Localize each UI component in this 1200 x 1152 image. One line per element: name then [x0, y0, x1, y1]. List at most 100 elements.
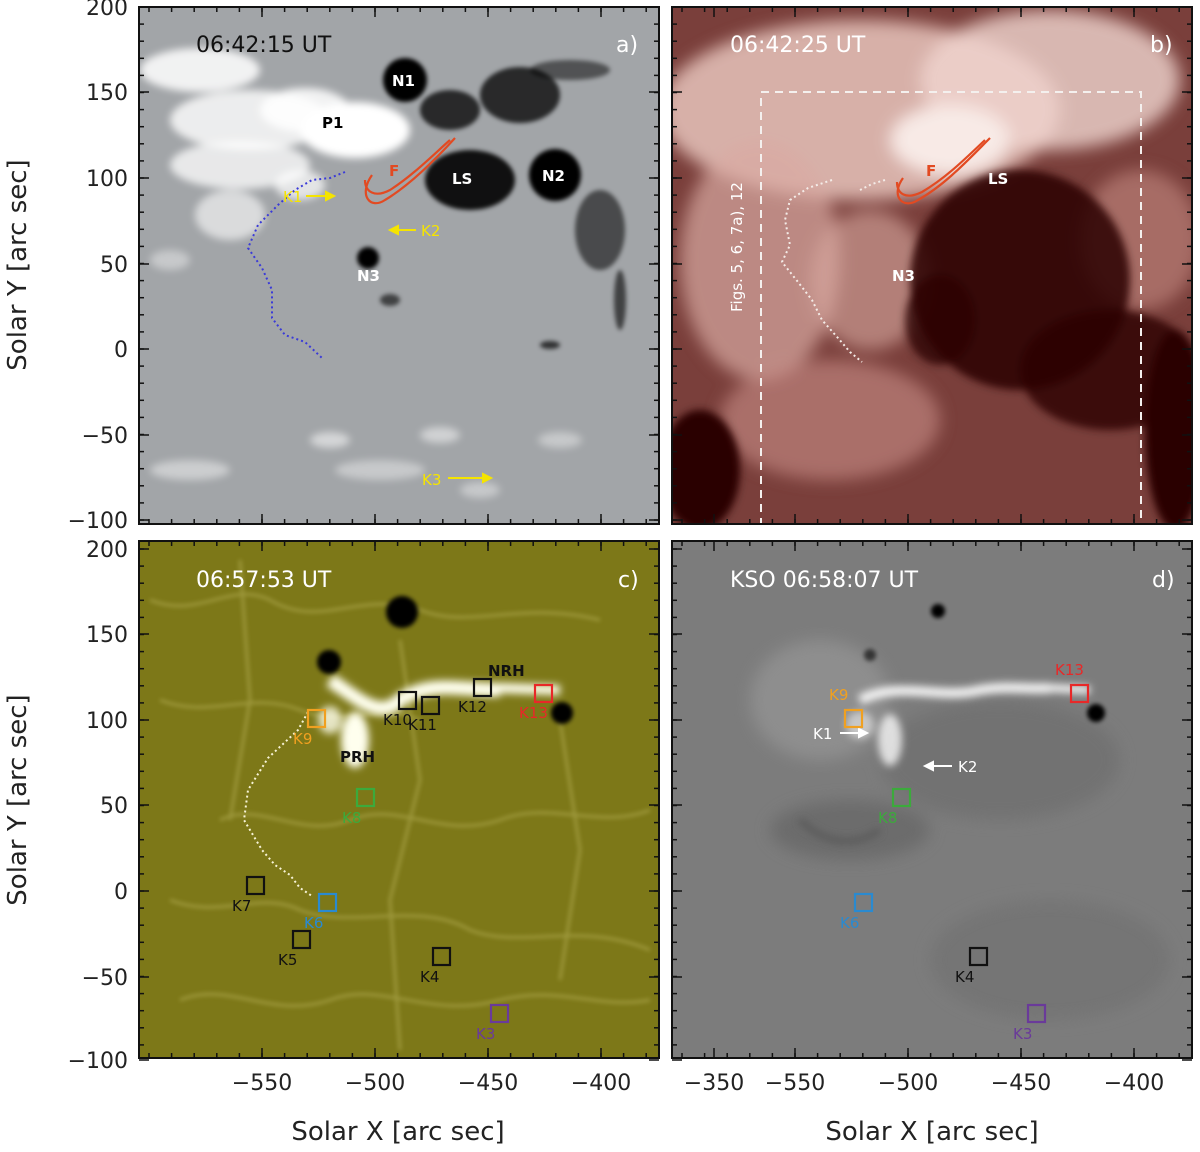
panel-c-k6-label: K6 — [304, 914, 323, 932]
panel-b-timestamp: 06:42:25 UT — [730, 33, 866, 58]
panel-c-k11-label: K11 — [408, 716, 437, 734]
panel-d-box-k9 — [843, 708, 864, 729]
panel-b-f-label: F — [926, 162, 936, 180]
panel-d-k3-label: K3 — [1013, 1025, 1032, 1043]
tick-label: −550 — [232, 1071, 292, 1096]
tick-label: 0 — [114, 880, 128, 905]
panel-c-timestamp: 06:57:53 UT — [196, 568, 332, 593]
panel-d-box-k4 — [968, 946, 989, 967]
panel-d-k6-label: K6 — [840, 914, 859, 932]
panel-d-k13-label: K13 — [1055, 661, 1084, 679]
tick-label: 100 — [86, 709, 128, 734]
y-axis-title-top: Solar Y [arc sec] — [3, 159, 33, 370]
panel-b-image: F LS N3 Figs. 5, 6, 7a), 12 — [672, 10, 1192, 524]
panel-b-filament-inner — [895, 139, 986, 197]
tick-label: −100 — [68, 1049, 128, 1074]
panel-c-letter: c) — [618, 568, 639, 593]
panel-d-box-k3 — [1026, 1003, 1047, 1024]
panel-a-k1-label: K1 — [283, 188, 302, 206]
panel-d-box-k8 — [891, 787, 912, 808]
tick-label: 150 — [86, 623, 128, 648]
panel-a-image: K1 K2 K3 N1 N2 N3 P1 F LS — [140, 48, 626, 498]
y-axis-title-bottom: Solar Y [arc sec] — [3, 694, 33, 905]
panel-c-k3-label: K3 — [476, 1025, 495, 1043]
panel-b-n3-label: N3 — [892, 267, 915, 285]
panel-c-image: K9 K8 K6 K7 K5 K4 K3 K10 K11 K12 K13 NRH… — [149, 559, 651, 1051]
y-tick-labels-bottom: 200 150 100 50 0 −50 −100 — [68, 538, 128, 1074]
tick-label: −350 — [684, 1071, 744, 1096]
tick-label: −400 — [1104, 1071, 1164, 1096]
panel-b-ls-label: LS — [988, 170, 1008, 188]
tick-label: −100 — [68, 509, 128, 534]
panel-a-k2-label: K2 — [421, 222, 440, 240]
panel-d-k9-label: K9 — [829, 686, 848, 704]
tick-label: −500 — [878, 1071, 938, 1096]
panel-a-n3-label: N3 — [357, 267, 380, 285]
panel-d-k1-label: K1 — [813, 725, 832, 743]
panel-c-k7-label: K7 — [232, 897, 251, 915]
tick-label: 100 — [86, 167, 128, 192]
tick-label: −450 — [458, 1071, 518, 1096]
panel-a-frame — [138, 6, 660, 525]
panel-c-box-k4 — [431, 946, 452, 967]
panel-c: K9 K8 K6 K7 K5 K4 K3 K10 K11 K12 K13 NRH… — [138, 540, 660, 1059]
panel-c-box-k9 — [306, 708, 327, 729]
panel-c-box-k6 — [317, 892, 338, 913]
panel-a-filament-inner — [363, 139, 451, 195]
panel-a-timestamp: 06:42:15 UT — [196, 33, 332, 58]
panel-a-p1-label: P1 — [322, 114, 343, 132]
panel-a-ls-label: LS — [452, 170, 472, 188]
panel-c-box-k3 — [489, 1003, 510, 1024]
panel-d-box-k13 — [1069, 683, 1090, 704]
panel-a-filament-outer — [364, 137, 456, 205]
panel-d-k4-label: K4 — [955, 968, 974, 986]
panel-c-box-k7 — [245, 875, 266, 896]
x-tick-labels-right: −550−500−450−400−350 — [765, 1071, 1164, 1096]
panel-a-n2-label: N2 — [542, 167, 565, 185]
panel-b-dashed-box — [760, 91, 1142, 524]
panel-c-box-k13 — [533, 683, 554, 704]
panel-b-box-caption: Figs. 5, 6, 7a), 12 — [728, 182, 746, 312]
panel-b-filament-outer — [896, 137, 991, 205]
panel-a-k3-label: K3 — [422, 471, 441, 489]
tick-label: 150 — [86, 81, 128, 106]
panel-a: K1 K2 K3 N1 N2 N3 P1 F LS 06:42:15 UT a) — [138, 6, 660, 525]
panel-d-frame — [671, 540, 1193, 1059]
panel-d-k8-label: K8 — [878, 809, 897, 827]
tick-label: −500 — [345, 1071, 405, 1096]
panel-d-box-k6 — [853, 892, 874, 913]
panel-c-nrh-label: NRH — [488, 662, 525, 680]
panel-a-letter: a) — [616, 33, 638, 58]
tick-label: −550 — [765, 1071, 825, 1096]
panel-c-k9-label: K9 — [293, 730, 312, 748]
tick-label: −50 — [82, 966, 128, 991]
panel-d-image: K1 K2 K9 K8 K6 K4 K13 K3 — [750, 604, 1170, 1043]
panel-c-box-k8 — [355, 787, 376, 808]
panel-c-k5-label: K5 — [278, 951, 297, 969]
panel-c-box-k10 — [397, 690, 418, 711]
panel-b-letter: b) — [1150, 33, 1173, 58]
panel-c-k8-label: K8 — [342, 809, 361, 827]
panel-c-k10-label: K10 — [383, 711, 412, 729]
panel-c-box-k11 — [420, 695, 441, 716]
tick-label: 200 — [86, 0, 128, 21]
x-axis-title-right: Solar X [arc sec] — [825, 1117, 1038, 1147]
panel-a-n1-label: N1 — [392, 72, 415, 90]
x-tick-labels-left: −550 −500 −450 −400 −350 — [232, 1071, 744, 1096]
tick-label: 50 — [100, 794, 128, 819]
axis-ticks — [139, 6, 1192, 1061]
panel-b-frame — [671, 6, 1193, 525]
panel-c-k13-label: K13 — [519, 704, 548, 722]
tick-label: −450 — [991, 1071, 1051, 1096]
panel-d: K1 K2 K9 K8 K6 K4 K13 K3 KSO 06:58:07 UT… — [671, 540, 1193, 1059]
tick-label: 50 — [100, 253, 128, 278]
panel-d-letter: d) — [1152, 568, 1175, 593]
panel-a-f-label: F — [389, 162, 399, 180]
panel-c-k12-label: K12 — [458, 698, 487, 716]
panel-c-box-k12 — [472, 677, 493, 698]
panel-c-box-k5 — [291, 929, 312, 950]
panel-c-frame — [138, 540, 660, 1059]
tick-label: −400 — [571, 1071, 631, 1096]
x-axis-title-left: Solar X [arc sec] — [291, 1117, 504, 1147]
